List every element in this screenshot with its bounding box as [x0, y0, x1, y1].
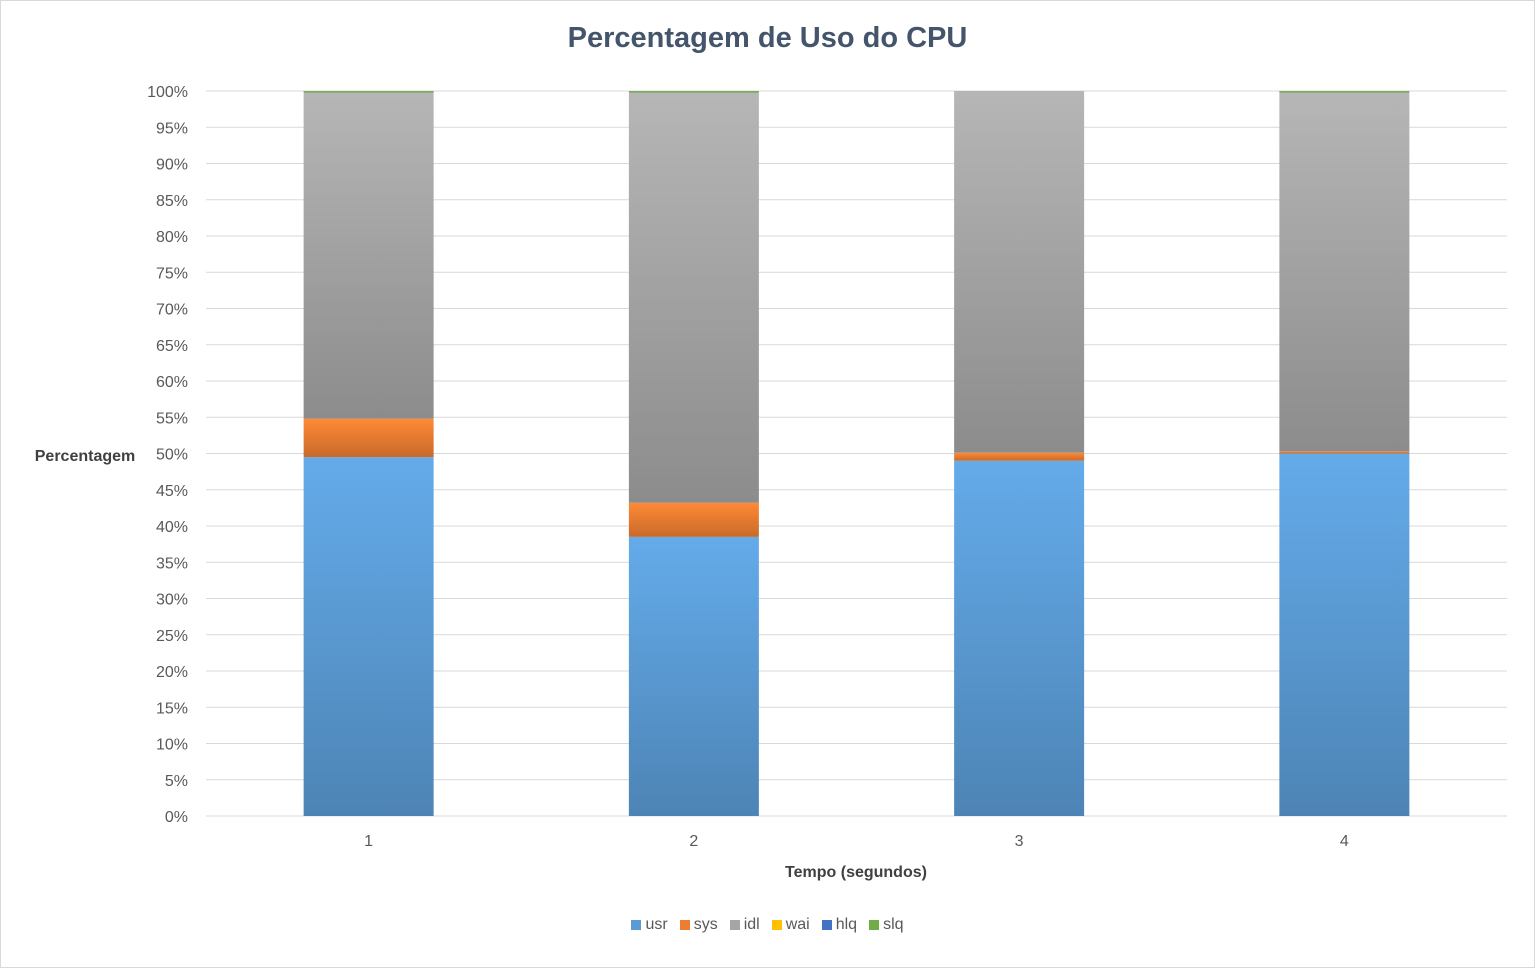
legend: usr sys idl wai hlq slq — [0, 916, 1535, 934]
bar-segment-sys-4 — [1279, 451, 1410, 454]
bar-segment-idl-2 — [628, 92, 759, 503]
bar-segment-slq-1 — [303, 91, 434, 93]
bar-segment-idl-4 — [1279, 92, 1410, 452]
y-tick-label: 95% — [156, 120, 188, 137]
y-tick-label: 80% — [156, 229, 188, 246]
bars — [303, 91, 1410, 816]
bar-segment-usr-1 — [303, 457, 434, 816]
bar-segment-slq-4 — [1279, 91, 1410, 93]
y-tick-label: 0% — [165, 809, 188, 826]
legend-swatch — [869, 920, 880, 930]
legend-item-wai: wai — [771, 916, 810, 934]
legend-label: hlq — [835, 916, 858, 933]
legend-swatch — [631, 920, 642, 930]
y-tick-label: 60% — [156, 374, 188, 391]
y-axis-title: Percentagem — [35, 448, 136, 465]
y-tick-label: 85% — [156, 193, 188, 210]
y-tick-label: 50% — [156, 447, 188, 464]
legend-label: usr — [645, 916, 668, 933]
legend-label: wai — [785, 916, 810, 933]
chart-title: Percentagem de Uso do CPU — [567, 22, 968, 54]
x-axis-title: Tempo (segundos) — [785, 864, 927, 881]
y-tick-label: 15% — [156, 700, 188, 717]
y-tick-label: 45% — [156, 483, 188, 500]
legend-item-slq: slq — [869, 916, 904, 934]
y-tick-labels: 0% 5% 10% 15% 20% 25% 30% 35% 40% 45% 50% 55% 60% 65%… — [147, 84, 188, 826]
legend-item-sys: sys — [679, 916, 718, 934]
y-tick-label: 100% — [147, 84, 188, 101]
bar-segment-sys-1 — [303, 418, 434, 458]
x-tick-label: 4 — [1340, 833, 1349, 850]
bar-segment-idl-1 — [303, 92, 434, 419]
x-tick-label: 3 — [1015, 833, 1024, 850]
y-tick-label: 55% — [156, 410, 188, 427]
bar-segment-sys-3 — [954, 452, 1085, 461]
bar-segment-usr-4 — [1279, 453, 1410, 816]
y-tick-label: 5% — [165, 773, 188, 790]
legend-swatch — [821, 920, 832, 930]
y-tick-label: 40% — [156, 519, 188, 536]
bar-segment-slq-2 — [628, 91, 759, 93]
bar-segment-idl-3 — [954, 91, 1085, 453]
bar-segment-sys-2 — [628, 502, 759, 537]
x-tick-label: 2 — [689, 833, 698, 850]
legend-item-idl: idl — [729, 916, 760, 934]
y-tick-label: 65% — [156, 338, 188, 355]
y-tick-label: 90% — [156, 157, 188, 174]
y-tick-label: 30% — [156, 592, 188, 609]
legend-swatch — [771, 920, 782, 930]
y-tick-label: 10% — [156, 737, 188, 754]
bar-segment-usr-2 — [628, 536, 759, 816]
legend-label: sys — [693, 916, 718, 933]
legend-label: idl — [743, 916, 760, 933]
y-tick-label: 35% — [156, 555, 188, 572]
y-tick-label: 70% — [156, 302, 188, 319]
y-tick-label: 25% — [156, 628, 188, 645]
y-tick-label: 75% — [156, 265, 188, 282]
legend-item-hlq: hlq — [821, 916, 858, 934]
y-tick-label: 20% — [156, 664, 188, 681]
legend-label: slq — [883, 916, 904, 933]
legend-swatch — [679, 920, 690, 930]
bar-segment-usr-3 — [954, 460, 1085, 816]
x-tick-label: 1 — [364, 833, 373, 850]
legend-item-usr: usr — [631, 916, 668, 934]
legend-swatch — [729, 920, 740, 930]
x-tick-labels: 1 2 3 4 — [364, 833, 1349, 850]
